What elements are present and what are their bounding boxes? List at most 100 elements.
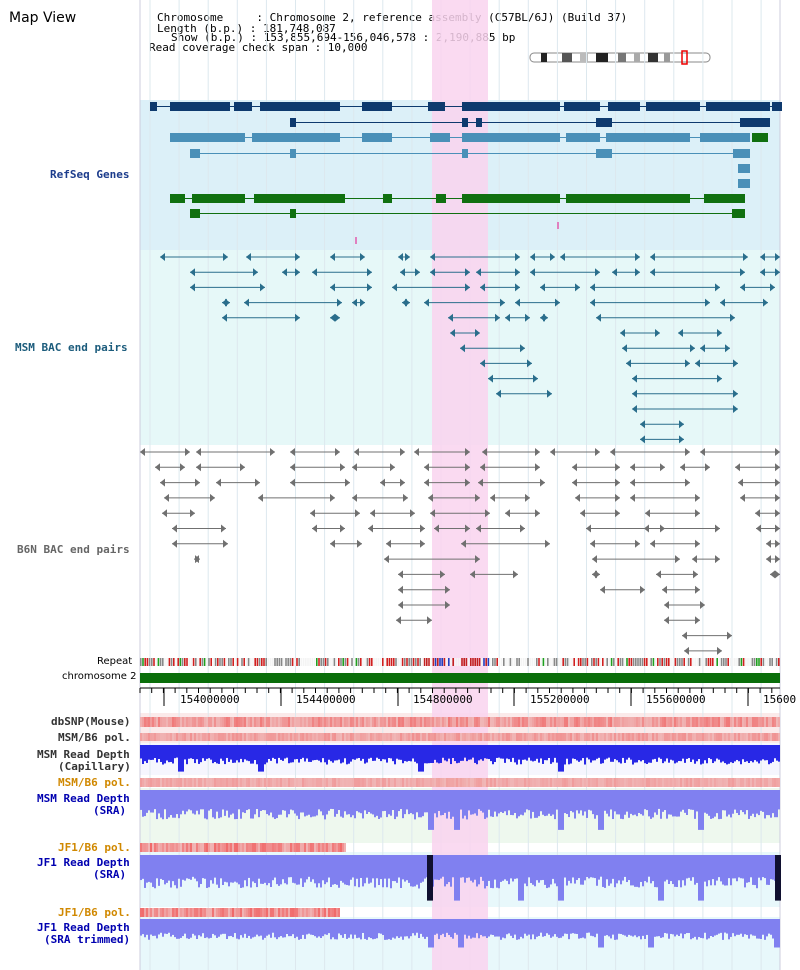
- read-depth-bar: [528, 919, 530, 935]
- read-depth-bar: [634, 745, 636, 763]
- read-depth-bar: [544, 745, 546, 761]
- read-depth-bar: [646, 790, 648, 811]
- read-depth-bar: [712, 919, 714, 937]
- read-depth-bar: [690, 855, 692, 881]
- depth-tracks[interactable]: [140, 717, 781, 948]
- polymorphism-cell: [434, 778, 436, 787]
- read-depth-bar: [700, 919, 702, 938]
- read-depth-bar: [636, 855, 638, 887]
- polymorphism-cell: [672, 733, 674, 741]
- read-depth-bar: [592, 919, 594, 937]
- polymorphism-cell: [628, 778, 630, 787]
- polymorphism-cell: [334, 778, 336, 787]
- polymorphism-cell: [744, 778, 746, 787]
- repeat-track[interactable]: [140, 658, 780, 683]
- read-depth-bar: [758, 919, 760, 939]
- repeat-element: [272, 658, 274, 666]
- polymorphism-cell: [696, 717, 698, 727]
- polymorphism-cell: [290, 843, 292, 852]
- polymorphism-cell: [150, 908, 152, 917]
- read-depth-bar: [388, 790, 390, 815]
- polymorphism-cell: [258, 778, 260, 787]
- track-label-b6n-bac[interactable]: B6N BAC end pairs: [17, 543, 130, 556]
- read-depth-bar: [412, 790, 414, 815]
- read-depth-bar: [172, 855, 174, 882]
- repeat-element: [478, 658, 481, 666]
- read-depth-bar: [734, 855, 736, 879]
- bac-end-marker: [775, 493, 780, 502]
- read-depth-bar: [250, 919, 252, 939]
- repeat-element: [734, 658, 736, 666]
- track-label-refseq[interactable]: RefSeq Genes: [50, 168, 130, 181]
- polymorphism-cell: [606, 717, 608, 727]
- polymorphism-cell: [692, 778, 694, 787]
- polymorphism-cell: [486, 717, 488, 727]
- bac-end-marker: [695, 493, 700, 502]
- refseq-genes-track[interactable]: [150, 102, 782, 244]
- read-depth-bar: [508, 919, 510, 934]
- polymorphism-cell: [592, 717, 594, 727]
- track-label-msm-bac[interactable]: MSM BAC end pairs: [15, 341, 128, 354]
- polymorphism-cell: [570, 733, 572, 741]
- read-depth-bar: [498, 790, 500, 814]
- read-depth-bar: [498, 919, 500, 937]
- polymorphism-cell: [678, 733, 680, 741]
- polymorphism-cell: [512, 717, 514, 727]
- read-depth-bar: [498, 745, 500, 758]
- bac-end-marker: [225, 298, 230, 307]
- polymorphism-cell: [584, 717, 586, 727]
- polymorphism-cell: [436, 733, 438, 741]
- read-depth-bar: [212, 855, 214, 884]
- polymorphism-cell: [678, 778, 680, 787]
- read-depth-bar: [294, 919, 296, 939]
- read-depth-bar: [722, 790, 724, 811]
- polymorphism-cell: [674, 778, 676, 787]
- read-depth-bar: [416, 745, 418, 764]
- bac-end-marker: [246, 253, 251, 261]
- b6n-bac-track[interactable]: [140, 448, 780, 655]
- read-depth-bar: [616, 919, 618, 940]
- chromosome-ideogram[interactable]: [529, 50, 711, 65]
- bac-end-marker: [622, 344, 627, 353]
- polymorphism-cell: [182, 908, 184, 917]
- read-depth-bar: [754, 745, 756, 761]
- polymorphism-cell: [338, 717, 340, 727]
- read-depth-bar: [466, 919, 468, 939]
- read-depth-bar: [414, 790, 416, 820]
- repeat-element: [727, 658, 729, 666]
- repeat-element: [153, 658, 155, 666]
- read-depth-bar: [760, 855, 762, 881]
- polymorphism-cell: [632, 778, 634, 787]
- polymorphism-cell: [408, 717, 410, 727]
- polymorphism-cell: [178, 733, 180, 741]
- polymorphism-cell: [284, 733, 286, 741]
- read-depth-bar: [450, 745, 452, 765]
- read-depth-bar: [754, 790, 756, 818]
- read-depth-bar: [468, 790, 470, 811]
- repeat-element: [701, 658, 703, 666]
- repeat-element: [536, 658, 538, 666]
- read-depth-bar: [694, 855, 696, 885]
- polymorphism-cell: [148, 778, 150, 787]
- repeat-element: [610, 658, 613, 666]
- read-depth-bar: [534, 745, 536, 761]
- polymorphism-cell: [208, 733, 210, 741]
- polymorphism-cell: [398, 717, 400, 727]
- polymorphism-cell: [244, 733, 246, 741]
- read-depth-bar: [600, 790, 602, 830]
- read-depth-bar: [416, 855, 418, 885]
- read-depth-bar: [622, 745, 624, 758]
- repeat-element: [408, 658, 410, 666]
- read-depth-bar: [406, 855, 408, 881]
- read-depth-bar: [396, 790, 398, 817]
- repeat-element: [346, 658, 349, 666]
- polymorphism-cell: [354, 733, 356, 741]
- msm-bac-track[interactable]: [160, 253, 780, 444]
- polymorphism-cell: [642, 778, 644, 787]
- polymorphism-cell: [256, 717, 258, 727]
- repeat-element: [173, 658, 175, 666]
- read-depth-bar: [700, 790, 702, 830]
- polymorphism-cell: [778, 778, 780, 787]
- read-depth-bar: [654, 790, 656, 813]
